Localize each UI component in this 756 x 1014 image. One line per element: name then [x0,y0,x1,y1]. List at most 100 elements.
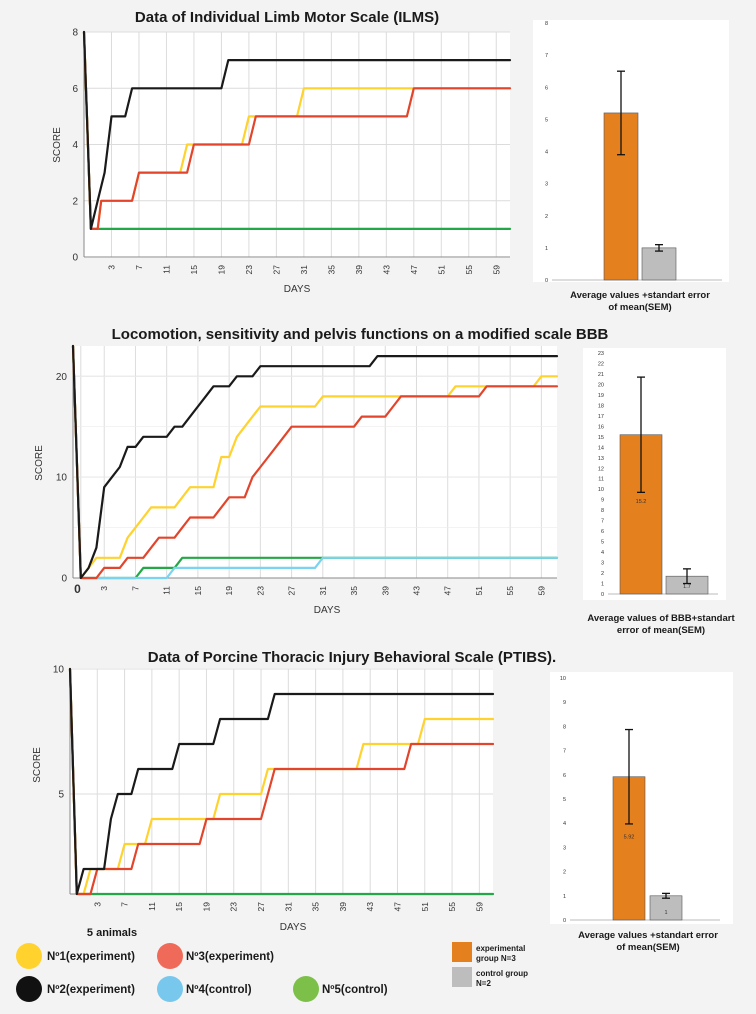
bbb-bar-y-tick-label: 15 [598,435,604,441]
ilms-y-axis-label: SCORE [52,127,63,163]
legend-item-animal-5: Nº5(control) [293,976,388,1002]
legend-item-experimental-group: experimental group N=3 [452,942,525,963]
bbb-bar-value-label-experimental: 15.2 [636,499,647,505]
ilms-x-tick-label: 55 [464,265,474,275]
ptibs-x-tick-label: 35 [311,902,321,912]
ptibs-x-tick-label: 11 [147,902,157,911]
bbb-bar-y-tick-label: 11 [598,477,604,483]
ilms-x-tick-label: 19 [216,265,226,275]
bbb-bar-y-tick-label: 12 [598,466,604,472]
legend-swatch-animal-4 [157,976,183,1002]
bbb-x-tick-label: 31 [318,586,328,596]
bbb-bar-y-tick-label: 16 [598,424,604,430]
ptibs-x-tick-label: 19 [201,902,211,912]
ilms-x-tick-label: 3 [106,265,116,270]
bbb-bar-y-tick-label: 19 [598,393,604,399]
bbb-bar-y-tick-label: 21 [598,372,604,378]
ptibs-bar-bar-control [649,895,683,921]
ptibs-bar-caption-line1: Average values +standart error [578,930,718,941]
ptibs-bar-value-label-control: 1 [664,910,667,916]
legend-swatch-animal-1 [16,943,42,969]
ilms-bar-y-tick-label: 8 [545,21,548,27]
ptibs-y-tick-label: 5 [58,790,64,801]
ilms-x-tick-label: 31 [299,265,309,275]
bbb-y-tick-label: 10 [56,473,68,484]
ptibs-bar-y-tick-label: 2 [563,870,566,876]
ilms-bar-y-tick-label: 7 [545,53,548,59]
ptibs-y-axis-label: SCORE [32,747,43,783]
bbb-x-tick-label: 23 [255,586,265,596]
bbb-bar-value-label-control: 1.7 [683,584,691,590]
legend-item-animal-4: Nº4(control) [157,976,252,1002]
ilms-x-tick-label: 59 [491,265,501,275]
bbb-y-tick-label: 0 [61,574,67,585]
ptibs-x-tick-label: 55 [447,902,457,912]
ilms-bar-y-tick-label: 1 [545,246,548,252]
bbb-bar-y-tick-label: 1 [601,582,604,588]
bbb-x-tick-label: 47 [443,586,453,596]
bbb-x-tick-label: 15 [193,586,203,596]
bbb-plot-area [73,346,557,578]
ptibs-y-tick-label: 10 [53,665,65,676]
bbb-bar-y-tick-label: 18 [598,403,604,409]
legend-heading: 5 animals [87,927,137,939]
ilms-x-tick-label: 11 [161,265,171,274]
bbb-bar-y-tick-label: 23 [598,351,604,357]
ptibs-x-tick-label: 47 [392,902,402,912]
legend-item-animal-3: Nº3(experiment) [157,943,274,969]
bbb-bar-y-tick-label: 9 [601,498,604,504]
bbb-bar-y-tick-label: 10 [598,487,604,493]
bbb-bar-y-tick-label: 2 [601,571,604,577]
bbb-x-axis-label: DAYS [314,605,341,616]
bbb-series-animal-2 [71,344,559,580]
legend: 5 animals Nº1(experiment) Nº3(experiment… [16,927,528,1002]
ilms-bar-y-tick-label: 3 [545,182,548,188]
ilms-x-tick-label: 23 [244,265,254,275]
bbb-x-tick-label: 51 [474,586,484,596]
legend-label-animal-1: Nº1(experiment) [47,951,135,963]
legend-item-animal-2: Nº2(experiment) [16,976,135,1002]
ptibs-bar-y-tick-label: 5 [563,797,566,803]
bbb-x-tick-label: 11 [162,586,172,595]
ptibs-chart-title: Data of Porcine Thoracic Injury Behavior… [148,649,556,666]
ptibs-x-tick-label: 7 [120,902,130,907]
ilms-bar-caption-line2: of mean(SEM) [608,302,671,313]
ptibs-bar-y-tick-label: 0 [563,918,566,924]
ptibs-plot-area [70,668,493,894]
legend-swatch-animal-3 [157,943,183,969]
ilms-y-tick-label: 4 [72,140,78,151]
bbb-y-axis-label: SCORE [34,445,45,481]
legend-swatch-animal-2 [16,976,42,1002]
ptibs-bar-y-tick-label: 7 [563,749,566,755]
ilms-line-chart: Data of Individual Limb Motor Scale (ILM… [52,9,512,295]
bbb-bar-y-tick-label: 7 [601,519,604,525]
ptibs-bar-y-tick-label: 4 [563,821,566,827]
ilms-x-tick-label: 15 [189,265,199,275]
legend-swatch-animal-5 [293,976,319,1002]
ilms-x-tick-label: 51 [436,265,446,275]
ptibs-line-chart: Data of Porcine Thoracic Injury Behavior… [32,649,556,933]
bbb-x-tick-label: 55 [505,586,515,596]
legend-label-control-line1: control group [476,969,528,978]
bbb-x-tick-label: 43 [411,586,421,596]
ptibs-x-tick-label: 39 [338,902,348,912]
ptibs-x-tick-label: 15 [174,902,184,912]
bbb-x-tick-label: 3 [99,586,109,591]
ptibs-bar-y-tick-label: 1 [563,894,566,900]
bbb-bar-y-tick-label: 5 [601,540,604,546]
bbb-x-tick-label: 59 [536,586,546,596]
bbb-bar-y-tick-label: 17 [598,414,604,420]
ptibs-x-tick-label: 23 [229,902,239,912]
ilms-bar-y-tick-label: 2 [545,214,548,220]
ptibs-bar-y-tick-label: 6 [563,773,566,779]
bbb-x-tick-label: 27 [287,586,297,596]
ptibs-series-animal-2 [68,667,495,896]
bbb-bar-y-tick-label: 8 [601,508,604,514]
ilms-chart-title: Data of Individual Limb Motor Scale (ILM… [135,9,439,26]
ptibs-x-tick-label: 51 [420,902,430,912]
legend-label-animal-4: Nº4(control) [186,984,252,996]
bbb-bar-chart: 0123456789101112131415161718192021222315… [583,348,735,636]
ptibs-bar-y-tick-label: 3 [563,845,566,851]
legend-label-experimental-line2: group N=3 [476,954,516,963]
bbb-x-tick-label: 19 [224,586,234,596]
